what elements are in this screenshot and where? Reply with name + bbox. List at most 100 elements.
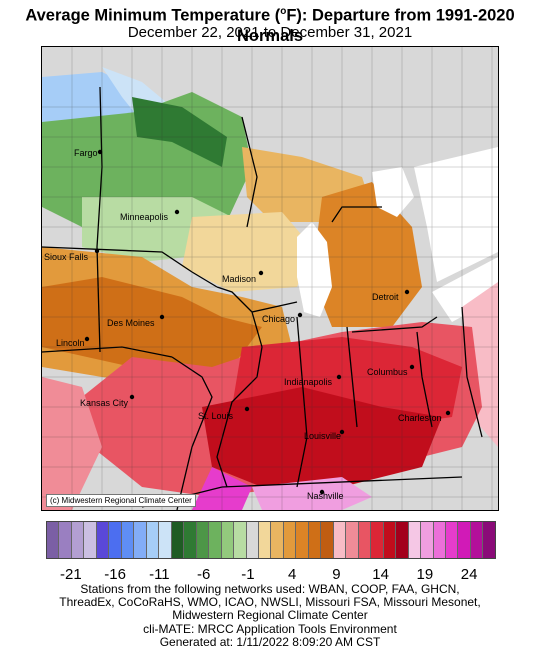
legend-swatch — [383, 522, 397, 558]
legend-swatch — [433, 522, 446, 558]
city-label-lincoln: Lincoln — [56, 338, 85, 348]
map-credit: (c) Midwestern Regional Climate Center — [46, 494, 196, 507]
region-tan-wisconsin — [182, 212, 312, 292]
legend-swatch — [446, 522, 459, 558]
city-label-columbus: Columbus — [367, 367, 408, 377]
legend-tick-label: 24 — [460, 566, 478, 583]
legend-tick-label: 14 — [372, 566, 389, 583]
legend-tick-label: -6 — [196, 566, 211, 583]
city-label-sioux-falls: Sioux Falls — [44, 252, 89, 262]
city-dot-sioux-falls — [94, 248, 100, 254]
city-dot-st-louis — [244, 406, 250, 412]
city-dot-des-moines — [159, 314, 165, 320]
city-dot-kansas-city — [129, 394, 135, 400]
city-dot-chicago — [297, 312, 303, 318]
legend-tick-label: -21 — [60, 566, 82, 583]
region-blue-northwest — [42, 72, 137, 127]
legend-swatch — [258, 522, 272, 558]
legend-swatch — [246, 522, 259, 558]
city-label-detroit: Detroit — [372, 292, 399, 302]
city-label-nashville: Nashville — [307, 491, 344, 501]
legend-tick-labels: -21 -16 -11 -6 -1 4 9 14 19 24 — [46, 566, 494, 584]
legend-tick-label: -1 — [241, 566, 255, 583]
color-legend — [46, 521, 496, 559]
map-subtitle: December 22, 2021 to December 31, 2021 — [127, 24, 413, 41]
legend-swatch — [146, 522, 160, 558]
city-dot-louisville — [339, 429, 345, 435]
city-dot-nashville — [319, 489, 325, 495]
legend-swatch — [221, 522, 235, 558]
city-label-indianapolis: Indianapolis — [284, 377, 333, 387]
city-markers: Fargo Minneapolis Sioux Falls Madison De… — [44, 148, 451, 501]
region-orange-lower-michigan — [312, 182, 422, 327]
legend-swatch — [271, 522, 284, 558]
legend-tick-label: 19 — [416, 566, 434, 583]
region-lake-michigan — [297, 222, 332, 317]
city-label-louisville: Louisville — [304, 431, 341, 441]
legend-swatch — [234, 522, 247, 558]
legend-swatch — [371, 522, 384, 558]
legend-swatch — [333, 522, 347, 558]
legend-swatch — [470, 522, 484, 558]
legend-swatch — [171, 522, 185, 558]
footer-notes: Stations from the following networks use… — [0, 582, 540, 649]
city-dot-lincoln — [84, 336, 90, 342]
city-dot-charleston — [445, 410, 451, 416]
legend-swatch — [458, 522, 471, 558]
legend-swatch — [184, 522, 197, 558]
legend-swatch — [84, 522, 97, 558]
footer-line-5: Generated at: 1/11/2022 8:09:20 AM CST — [159, 634, 381, 649]
footer-line-4: cli-MATE: MRCC Application Tools Environ… — [143, 621, 397, 636]
legend-swatch — [408, 522, 422, 558]
region-pink-ohio-east — [462, 282, 498, 447]
legend-swatch — [396, 522, 409, 558]
legend-swatch — [109, 522, 122, 558]
legend-swatch — [59, 522, 72, 558]
legend-swatch — [296, 522, 309, 558]
legend-swatch — [483, 522, 495, 558]
footer-line-2: ThreadEx, CoCoRaHS, WMO, ICAO, NWSLI, Mi… — [59, 595, 481, 610]
city-dot-madison — [258, 270, 264, 276]
legend-swatch — [321, 522, 334, 558]
legend-swatch — [421, 522, 434, 558]
footer-line-3: Midwestern Regional Climate Center — [172, 608, 368, 623]
legend-swatch — [358, 522, 372, 558]
legend-swatch — [159, 522, 172, 558]
legend-swatch — [196, 522, 210, 558]
map-title: Average Minimum Temperature (oF): Depart… — [25, 6, 515, 45]
region-lake-huron — [372, 167, 414, 217]
legend-swatch — [209, 522, 222, 558]
city-dot-detroit — [404, 289, 410, 295]
legend-tick-label: 9 — [332, 566, 341, 583]
region-darkgreen-arrowhead — [132, 97, 227, 167]
city-label-fargo: Fargo — [74, 148, 98, 158]
legend-swatch — [346, 522, 359, 558]
city-label-des-moines: Des Moines — [107, 318, 155, 328]
city-label-st-louis: St. Louis — [198, 411, 234, 421]
city-dot-minneapolis — [174, 209, 180, 215]
city-dot-fargo — [97, 149, 103, 155]
map-canvas: Fargo Minneapolis Sioux Falls Madison De… — [42, 47, 498, 510]
legend-tick-label: -11 — [149, 566, 170, 583]
legend-swatch — [96, 522, 110, 558]
legend-tick-label: -16 — [104, 566, 126, 583]
legend-swatch — [71, 522, 85, 558]
county-grid — [42, 47, 498, 510]
legend-swatch — [121, 522, 135, 558]
legend-swatch — [283, 522, 297, 558]
legend-swatch — [47, 522, 60, 558]
legend-swatch — [134, 522, 147, 558]
footer-line-1: Stations from the following networks use… — [80, 582, 460, 596]
legend-tick-label: 4 — [287, 566, 297, 583]
legend-swatch — [308, 522, 322, 558]
city-label-madison: Madison — [222, 274, 256, 284]
city-label-minneapolis: Minneapolis — [120, 212, 169, 222]
city-dot-indianapolis — [336, 374, 342, 380]
region-dark-orange-iowa — [42, 277, 262, 377]
city-label-chicago: Chicago — [262, 314, 295, 324]
city-label-kansas-city: Kansas City — [80, 398, 129, 408]
city-label-charleston: Charleston — [398, 413, 442, 423]
city-dot-columbus — [409, 364, 415, 370]
region-canada-east — [414, 147, 498, 282]
temperature-departure-map: Fargo Minneapolis Sioux Falls Madison De… — [41, 46, 499, 511]
